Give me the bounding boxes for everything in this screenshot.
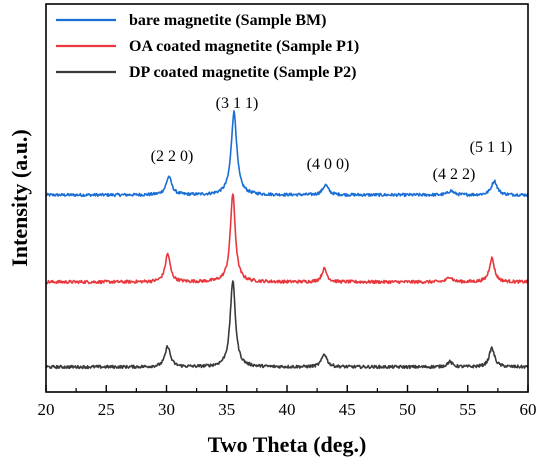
x-axis-ticks: 20 25 30 35 40 45 50 55 60 <box>38 385 537 419</box>
peak-label: (5 1 1) <box>470 139 513 156</box>
peak-labels: (2 2 0) (3 1 1) (4 0 0) (4 2 2) (5 1 1) <box>151 95 513 183</box>
peak-label: (4 0 0) <box>307 156 350 173</box>
x-axis-title: Two Theta (deg.) <box>208 432 367 457</box>
series-line-1 <box>45 110 529 198</box>
x-tick-label: 60 <box>520 400 537 419</box>
plot-lines <box>45 110 529 370</box>
x-tick-label: 35 <box>218 400 235 419</box>
x-tick-label: 40 <box>279 400 296 419</box>
x-tick-label: 55 <box>459 400 476 419</box>
x-tick-label: 25 <box>98 400 115 419</box>
series-line-3 <box>45 280 529 370</box>
peak-label: (2 2 0) <box>151 148 194 165</box>
x-tick-label: 30 <box>158 400 175 419</box>
peak-label: (3 1 1) <box>216 95 259 112</box>
legend-label-3: DP coated magnetite (Sample P2) <box>129 64 357 81</box>
legend-label-1: bare magnetite (Sample BM) <box>129 12 326 29</box>
peak-label: (4 2 2) <box>433 166 476 183</box>
y-axis-title: Intensity (a.u.) <box>7 129 32 267</box>
plot-frame <box>45 3 529 393</box>
x-tick-label: 45 <box>339 400 356 419</box>
x-tick-label: 50 <box>399 400 416 419</box>
x-tick-label: 20 <box>38 400 55 419</box>
series-line-2 <box>45 193 529 285</box>
legend-label-2: OA coated magnetite (Sample P1) <box>129 38 359 55</box>
legend: bare magnetite (Sample BM) OA coated magn… <box>56 12 359 81</box>
